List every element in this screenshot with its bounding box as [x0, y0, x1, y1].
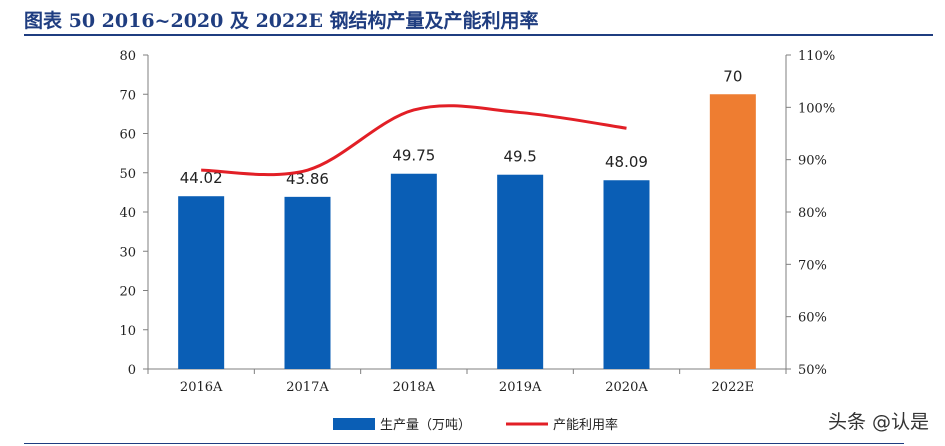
bar-data-label: 70: [723, 67, 742, 85]
right-tick-label: 50%: [798, 363, 827, 378]
bar-data-label: 49.75: [392, 147, 435, 165]
chart-title: 图表 50 2016~2020 及 2022E 钢结构产量及产能利用率: [24, 10, 539, 32]
legend-label-output: 生产量（万吨）: [380, 418, 471, 433]
right-tick-label: 60%: [798, 311, 827, 326]
bar-2016A: [178, 196, 225, 369]
legend-label-utilization: 产能利用率: [553, 417, 618, 433]
line-series-capacity-utilization: [201, 104, 627, 177]
right-tick-label: 90%: [798, 154, 827, 169]
right-tick-label: 110%: [798, 49, 835, 64]
x-tick-label: 2017A: [286, 380, 329, 395]
bar-2022E: [709, 94, 756, 369]
right-tick-label: 70%: [798, 258, 827, 273]
left-tick-label: 30: [119, 245, 136, 260]
bar-data-label: 43.86: [286, 170, 329, 188]
bar-2018A: [390, 173, 437, 369]
left-tick-label: 20: [119, 285, 136, 300]
left-tick-label: 80: [119, 49, 136, 64]
legend-swatch-output: [333, 418, 375, 430]
x-tick-label: 2019A: [499, 380, 542, 395]
bar-data-label: 49.5: [503, 148, 536, 166]
right-tick-label: 100%: [798, 101, 835, 116]
x-tick-label: 2018A: [393, 380, 436, 395]
footer-rule: [24, 443, 904, 444]
left-tick-label: 0: [128, 363, 136, 378]
left-tick-label: 10: [119, 324, 136, 339]
left-tick-label: 60: [119, 128, 136, 143]
bar-2019A: [497, 174, 544, 369]
bar-2017A: [284, 196, 331, 369]
x-tick-label: 2016A: [180, 380, 223, 395]
left-tick-label: 70: [119, 88, 136, 103]
bar-data-label: 44.02: [180, 169, 223, 187]
chart-header: 图表 50 2016~2020 及 2022E 钢结构产量及产能利用率: [24, 4, 933, 36]
bar-data-label: 48.09: [605, 153, 648, 171]
left-tick-label: 50: [119, 167, 136, 182]
bar-2020A: [603, 180, 650, 369]
header-rule: [24, 34, 933, 36]
right-tick-label: 80%: [798, 206, 827, 221]
watermark: 头条 @认是: [827, 411, 929, 433]
left-tick-label: 40: [119, 206, 136, 221]
x-tick-label: 2020A: [605, 380, 648, 395]
x-tick-label: 2022E: [712, 380, 755, 395]
